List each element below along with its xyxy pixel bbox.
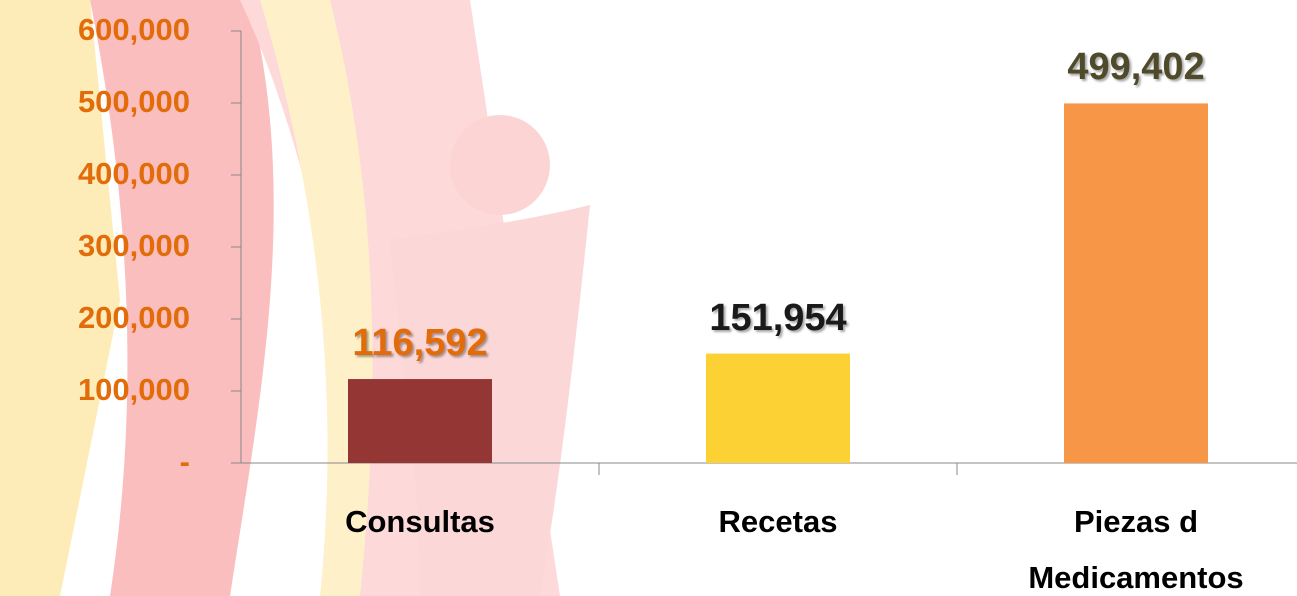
y-tick-label: 100,000 [77,372,190,407]
y-tick-label: - [179,444,190,479]
bar [1064,103,1208,464]
y-tick-label: 500,000 [77,84,190,119]
x-tick-label: Recetas [718,504,838,539]
value-label: 116,592 [352,322,488,365]
y-tick-label: 200,000 [77,300,190,335]
value-label: 499,402 [1067,46,1205,89]
value-label: 151,954 [709,296,847,339]
bar [706,353,850,463]
bar [348,379,492,463]
x-tick-label: Consultas [345,504,495,539]
x-tick-label: Piezas d Medicamentos [1028,504,1244,595]
y-tick-label: 600,000 [77,12,190,47]
y-tick-label: 300,000 [77,228,190,263]
y-tick-label: 400,000 [77,156,190,191]
